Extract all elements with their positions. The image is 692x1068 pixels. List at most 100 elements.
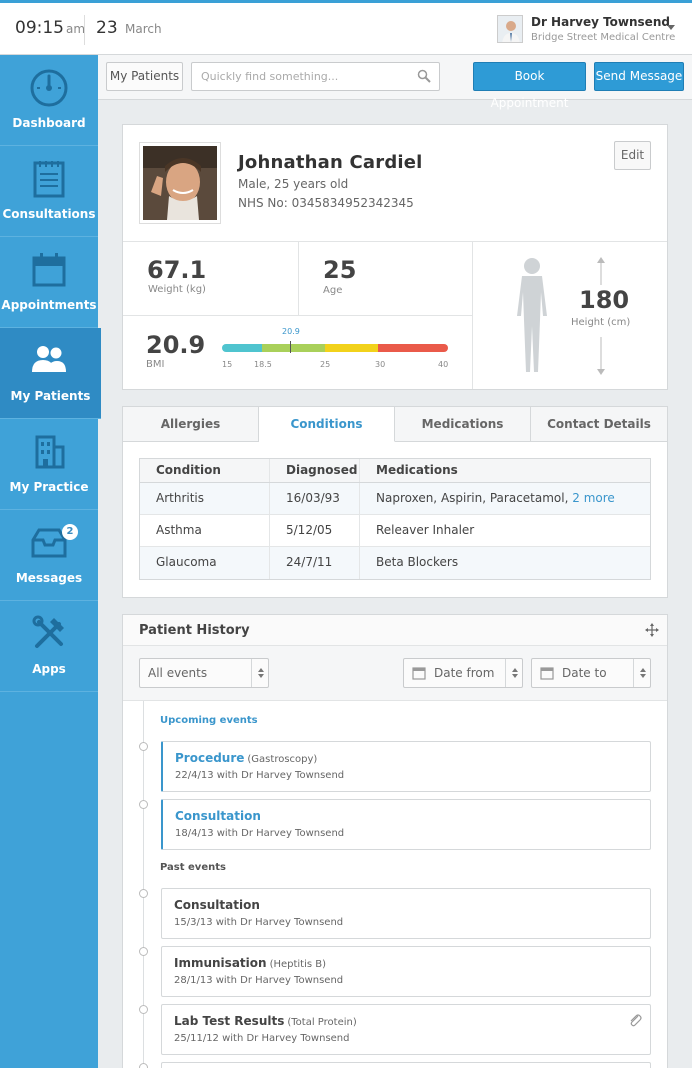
- patient-demographics: Male, 25 years old: [238, 177, 349, 191]
- weight-label: Weight (kg): [148, 284, 206, 295]
- age-label: Age: [323, 285, 343, 296]
- diagnosed-cell: 16/03/93: [270, 483, 360, 514]
- tab-allergies[interactable]: Allergies: [123, 407, 259, 442]
- bmi-segment-underweight: [222, 344, 262, 352]
- sidebar-item-appointments[interactable]: Appointments: [0, 237, 98, 328]
- sidebar-item-apps[interactable]: Apps: [0, 601, 98, 692]
- table-row[interactable]: Arthritis 16/03/93 Naproxen, Aspirin, Pa…: [140, 483, 650, 515]
- clipboard-icon: [33, 161, 65, 198]
- past-events-heading: Past events: [160, 862, 226, 873]
- bmi-label: BMI: [146, 359, 165, 370]
- timeline-dot: [139, 947, 148, 956]
- event-title: Procedure (Gastroscopy): [175, 751, 318, 765]
- condition-cell: Glaucoma: [140, 547, 270, 579]
- select-arrows-icon: [505, 659, 522, 687]
- sidebar-item-dashboard[interactable]: Dashboard: [0, 55, 98, 146]
- condition-cell: Arthritis: [140, 483, 270, 514]
- inbox-icon: [31, 528, 67, 558]
- height-value: 180: [579, 286, 630, 314]
- table-header-row: Condition Diagnosed Medications: [140, 459, 650, 483]
- patient-history-panel: Patient History All events Date from Dat…: [122, 614, 668, 1068]
- table-row[interactable]: Asthma 5/12/05 Releaver Inhaler: [140, 515, 650, 547]
- medications-cell: Releaver Inhaler: [376, 523, 475, 537]
- sidebar-item-my-patients[interactable]: My Patients: [0, 328, 101, 419]
- sidebar-item-label: Messages: [15, 571, 83, 585]
- send-message-button[interactable]: Send Message: [594, 62, 684, 91]
- event-title: Consultation: [175, 809, 261, 823]
- bmi-tick: 15: [222, 360, 233, 369]
- bmi-segment-normal: [262, 344, 325, 352]
- user-name[interactable]: Dr Harvey Townsend: [531, 15, 670, 29]
- event-subtitle: 28/1/13 with Dr Harvey Townsend: [174, 975, 344, 986]
- event-subtitle: 25/11/12 with Dr Harvey Townsend: [174, 1033, 350, 1044]
- divider: [84, 15, 85, 45]
- bmi-tick: 25: [320, 360, 331, 369]
- panel-title: Patient History: [139, 623, 250, 638]
- divider: [298, 241, 299, 315]
- edit-button[interactable]: Edit: [614, 141, 651, 170]
- current-time: 09:15 am: [15, 18, 86, 38]
- timeline-line: [143, 701, 144, 1068]
- age-value: 25: [323, 256, 357, 284]
- timeline-event[interactable]: Immunisation (Heptitis B) 28/1/13 with Dr…: [161, 946, 651, 997]
- bmi-scale-bar: [222, 344, 448, 352]
- timeline-event[interactable]: [161, 1062, 651, 1068]
- weight-value: 67.1: [147, 256, 207, 284]
- my-patients-button[interactable]: My Patients: [106, 62, 183, 91]
- user-avatar[interactable]: [497, 15, 523, 43]
- event-title: Consultation: [174, 898, 260, 912]
- divider: [123, 241, 667, 242]
- sidebar-item-label: Consultations: [2, 207, 96, 221]
- bmi-segment-obese: [378, 344, 448, 352]
- timeline-dot: [139, 742, 148, 751]
- event-subtitle: 15/3/13 with Dr Harvey Townsend: [174, 917, 344, 928]
- sidebar-item-label: Appointments: [1, 298, 97, 312]
- sidebar-item-my-practice[interactable]: My Practice: [0, 419, 98, 510]
- history-filters: All events Date from Date to: [123, 646, 667, 701]
- bmi-segment-overweight: [325, 344, 378, 352]
- table-row[interactable]: Glaucoma 24/7/11 Beta Blockers: [140, 547, 650, 579]
- tools-icon: [32, 615, 64, 648]
- bmi-tick: 18.5: [254, 360, 272, 369]
- medications-cell: Beta Blockers: [376, 555, 459, 569]
- timeline-event[interactable]: Consultation 18/4/13 with Dr Harvey Town…: [161, 799, 651, 850]
- unread-count-badge: 2: [62, 524, 78, 540]
- calendar-icon: [412, 667, 426, 680]
- sidebar-item-messages[interactable]: 2 Messages: [0, 510, 98, 601]
- sidebar-item-label: Apps: [32, 662, 66, 676]
- date-from-select[interactable]: Date from: [403, 658, 523, 688]
- book-appointment-button[interactable]: Book Appointment: [473, 62, 586, 110]
- timeline-dot: [139, 1063, 148, 1068]
- patient-profile-card: Johnathan Cardiel Male, 25 years old NHS…: [122, 124, 668, 390]
- sidebar-item-label: My Patients: [10, 389, 91, 403]
- paperclip-icon[interactable]: [628, 1013, 642, 1027]
- event-subtitle: 18/4/13 with Dr Harvey Townsend: [175, 828, 345, 839]
- more-medications-link[interactable]: 2 more: [572, 491, 615, 505]
- chevron-down-icon[interactable]: [667, 25, 675, 30]
- select-arrows-icon: [251, 659, 268, 687]
- timeline-event[interactable]: Lab Test Results (Total Protein) 25/11/12…: [161, 1004, 651, 1055]
- sidebar-item-consultations[interactable]: Consultations: [0, 146, 98, 237]
- tab-contact-details[interactable]: Contact Details: [531, 407, 667, 442]
- timeline-event[interactable]: Consultation 15/3/13 with Dr Harvey Town…: [161, 888, 651, 939]
- tab-conditions[interactable]: Conditions: [259, 407, 395, 442]
- tab-medications[interactable]: Medications: [395, 407, 531, 442]
- user-practice: Bridge Street Medical Centre: [531, 32, 676, 43]
- condition-cell: Asthma: [140, 515, 270, 546]
- event-type-select[interactable]: All events: [139, 658, 269, 688]
- event-title: Immunisation (Heptitis B): [174, 956, 327, 970]
- divider: [472, 241, 473, 389]
- timeline-event[interactable]: Procedure (Gastroscopy) 22/4/13 with Dr H…: [161, 741, 651, 792]
- patients-icon: [32, 346, 66, 372]
- bmi-value: 20.9: [146, 331, 206, 359]
- column-header: Diagnosed: [270, 459, 360, 482]
- calendar-icon: [32, 253, 66, 287]
- search-input[interactable]: Quickly find something...: [191, 62, 440, 91]
- height-arrow-icon: [597, 257, 605, 375]
- date-to-select[interactable]: Date to: [531, 658, 651, 688]
- speedometer-icon: [30, 69, 68, 107]
- move-icon[interactable]: [645, 623, 659, 637]
- timeline-dot: [139, 800, 148, 809]
- top-bar: 09:15 am 23 March Dr Harvey Townsend Brid…: [0, 0, 692, 55]
- patient-photo: [139, 142, 221, 224]
